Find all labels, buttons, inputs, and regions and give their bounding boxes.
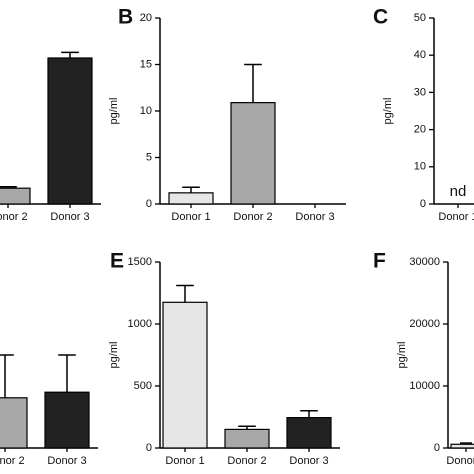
y-tick-label: 10000 bbox=[409, 380, 440, 392]
y-tick-label: 20 bbox=[140, 12, 152, 24]
bar bbox=[450, 443, 474, 449]
y-tick-label: 0 bbox=[146, 198, 152, 210]
y-axis-label: pg/ml bbox=[396, 342, 408, 369]
y-tick-label: 0 bbox=[420, 198, 426, 210]
y-tick-label: 10 bbox=[140, 105, 152, 117]
bar bbox=[0, 187, 31, 205]
panel-label: B bbox=[118, 6, 133, 29]
bar bbox=[44, 391, 90, 449]
y-tick-label: 5 bbox=[146, 151, 152, 163]
x-tick-label: Donor 2 bbox=[233, 211, 272, 223]
y-tick-label: 1000 bbox=[128, 318, 152, 330]
y-tick-label: 1500 bbox=[128, 256, 152, 268]
panel-label: E bbox=[110, 250, 124, 273]
bar bbox=[47, 57, 93, 205]
x-tick-label: Donor 3 bbox=[50, 211, 89, 223]
x-tick-label: Donor 1 bbox=[446, 455, 474, 467]
y-tick-label: 20 bbox=[414, 124, 426, 136]
x-tick-label: Donor 3 bbox=[47, 455, 86, 467]
y-tick-label: 40 bbox=[414, 49, 426, 61]
y-tick-label: 15 bbox=[140, 58, 152, 70]
x-tick-label: Donor 2 bbox=[0, 211, 28, 223]
y-tick-label: 500 bbox=[134, 380, 152, 392]
y-axis-label: pg/ml bbox=[108, 98, 120, 125]
bar bbox=[230, 102, 276, 205]
y-axis-label: pg/ml bbox=[382, 98, 394, 125]
bar bbox=[168, 192, 214, 205]
bar bbox=[162, 301, 208, 449]
panel-label: C bbox=[373, 6, 388, 29]
y-tick-label: 30 bbox=[414, 86, 426, 98]
x-tick-label: Donor 1 bbox=[438, 211, 474, 223]
y-tick-label: 0 bbox=[434, 442, 440, 454]
y-tick-label: 10 bbox=[414, 161, 426, 173]
y-tick-label: 20000 bbox=[409, 318, 440, 330]
x-tick-label: Donor 1 bbox=[171, 211, 210, 223]
bar bbox=[224, 428, 270, 449]
x-tick-label: Donor 3 bbox=[295, 211, 334, 223]
bar bbox=[0, 397, 28, 449]
panel-label: F bbox=[373, 250, 386, 273]
x-tick-label: Donor 2 bbox=[227, 455, 266, 467]
x-tick-label: Donor 2 bbox=[0, 455, 25, 467]
y-axis-label: pg/ml bbox=[108, 342, 120, 369]
y-tick-label: 30000 bbox=[409, 256, 440, 268]
y-tick-label: 0 bbox=[146, 442, 152, 454]
bar bbox=[286, 417, 332, 449]
x-tick-label: Donor 3 bbox=[289, 455, 328, 467]
y-tick-label: 50 bbox=[414, 12, 426, 24]
annotation: nd bbox=[450, 183, 467, 200]
x-tick-label: Donor 1 bbox=[165, 455, 204, 467]
